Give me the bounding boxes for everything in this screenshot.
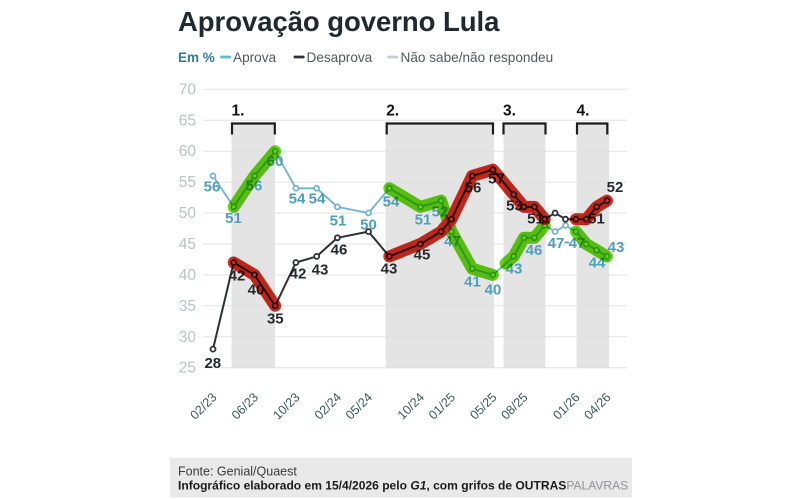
svg-text:Fonte: Genial/Quaest: Fonte: Genial/Quaest [178,465,297,479]
svg-text:Infográfico elaborado em 15/4/: Infográfico elaborado em 15/4/2026 pelo … [178,479,628,493]
